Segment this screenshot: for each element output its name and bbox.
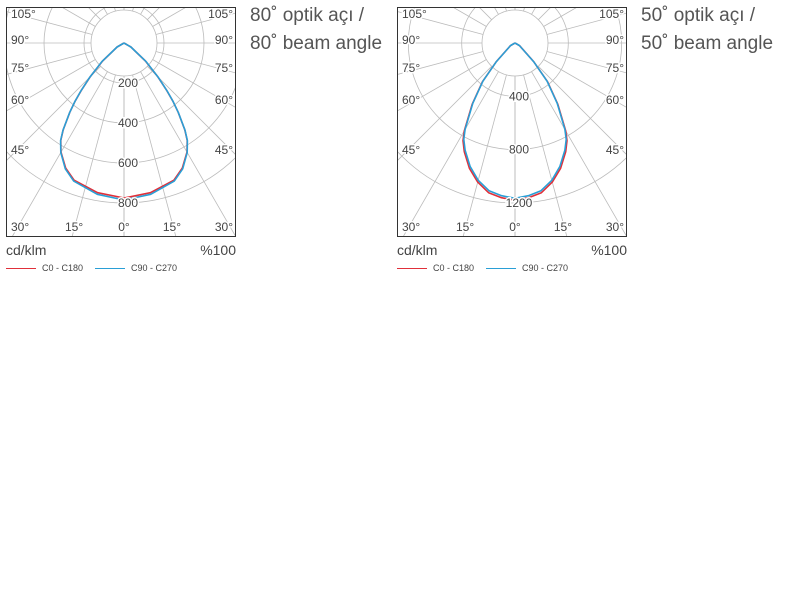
- grid-radial-line: [538, 66, 626, 155]
- polar-grid: [7, 8, 235, 236]
- grid-radial-line: [403, 71, 499, 236]
- angle-label: 75°: [606, 61, 624, 75]
- angle-label: 45°: [402, 143, 420, 157]
- grid-radial-line: [140, 71, 235, 236]
- grid-circle: [398, 151, 626, 204]
- ring-value-label: 600: [118, 156, 138, 170]
- angle-label: 60°: [11, 93, 29, 107]
- grid-radial-line: [71, 74, 116, 236]
- series-line-c90-c270: [463, 42, 567, 200]
- legend-item-c0: C0 - C180: [397, 263, 474, 273]
- grid-radial-line: [147, 66, 235, 155]
- polar-grid: [398, 8, 626, 236]
- grid-circle: [83, 8, 165, 84]
- angle-label: 60°: [606, 93, 624, 107]
- angle-label: 0°: [118, 220, 130, 234]
- angle-label: 75°: [402, 61, 420, 75]
- grid-radial-line: [398, 11, 484, 35]
- title-line-tr: 80˚ optik açı /: [250, 5, 365, 26]
- angle-label: 105°: [11, 8, 36, 21]
- angle-label: 45°: [606, 143, 624, 157]
- angle-label: 30°: [11, 220, 29, 234]
- title-line-en: 50˚ beam angle: [641, 33, 774, 54]
- title-line-en: 80˚ beam angle: [250, 33, 383, 54]
- legend-label-c0: C0 - C180: [42, 263, 84, 273]
- title-line-tr: 50˚ optik açı /: [641, 5, 756, 26]
- angle-label: 90°: [11, 33, 29, 47]
- scale-label: %100: [591, 242, 627, 258]
- unit-label: cd/klm: [6, 242, 47, 258]
- ring-value-label: 400: [118, 116, 138, 130]
- grid-radial-line: [546, 51, 626, 74]
- grid-circle: [7, 151, 235, 204]
- legend-swatch-c0: [397, 267, 427, 269]
- angle-label: 105°: [402, 8, 427, 21]
- unit-label: cd/klm: [397, 242, 438, 258]
- angle-label: 90°: [606, 33, 624, 47]
- grid-radial-line: [7, 59, 96, 112]
- ring-value-label: 800: [118, 196, 138, 210]
- grid-radial-line: [398, 59, 487, 112]
- angle-label: 15°: [554, 220, 572, 234]
- angle-label: 30°: [402, 220, 420, 234]
- beam-angle-title: 50˚ optik açı / 50˚ beam angle: [641, 2, 773, 58]
- legend-item-c90: C90 - C270: [95, 263, 177, 273]
- angle-label: 0°: [509, 220, 521, 234]
- grid-radial-line: [7, 66, 101, 161]
- photometric-panel-50: 400 800 1200 105° 90° 75° 60° 45° 30° 15° 105° 90° 7…: [391, 0, 786, 290]
- legend-swatch-c0: [6, 267, 36, 269]
- grid-radial-line: [7, 51, 93, 75]
- angle-label: 75°: [11, 61, 29, 75]
- grid-radial-line: [398, 66, 492, 161]
- grid-radial-line: [152, 59, 235, 108]
- legend: C0 - C180 C90 - C270: [6, 263, 189, 273]
- angle-label: 105°: [599, 8, 624, 21]
- polar-plot: 400 800 1200 105° 90° 75° 60° 45° 30° 15° 105° 90° 7…: [398, 8, 626, 236]
- ring-value-label: 200: [118, 76, 138, 90]
- angle-label: 105°: [208, 8, 233, 21]
- legend-swatch-c90: [95, 267, 126, 269]
- ring-value-label: 400: [509, 89, 529, 103]
- grid-radial-line: [155, 12, 235, 35]
- legend-label-c90: C90 - C270: [522, 263, 569, 273]
- legend-item-c0: C0 - C180: [6, 263, 83, 273]
- angle-label: 15°: [163, 220, 181, 234]
- legend-label-c90: C90 - C270: [131, 263, 178, 273]
- ring-value-label: 1200: [506, 196, 533, 210]
- angle-label: 75°: [215, 61, 233, 75]
- grid-radial-line: [523, 74, 568, 236]
- grid-radial-line: [7, 11, 93, 35]
- angle-label: 15°: [65, 220, 83, 234]
- legend-label-c0: C0 - C180: [433, 263, 475, 273]
- grid-radial-line: [132, 74, 177, 236]
- photometric-panel-80: 200 400 600 800 105° 90° 75° 60° 45° 30° 15° 105° 90…: [0, 0, 395, 290]
- grid-radial-line: [12, 71, 108, 236]
- grid-radial-line: [546, 12, 626, 35]
- angle-label: 15°: [456, 220, 474, 234]
- legend-swatch-c90: [486, 267, 517, 269]
- polar-plot: 200 400 600 800 105° 90° 75° 60° 45° 30° 15° 105° 90…: [7, 8, 235, 236]
- angle-label: 30°: [215, 220, 233, 234]
- grid-radial-line: [543, 59, 626, 108]
- angle-label: 90°: [215, 33, 233, 47]
- grid-radial-line: [155, 51, 235, 74]
- ring-value-label: 800: [509, 143, 529, 157]
- angle-label: 60°: [402, 93, 420, 107]
- angle-label: 60°: [215, 93, 233, 107]
- angle-label: 45°: [11, 143, 29, 157]
- polar-plot-frame: 200 400 600 800 105° 90° 75° 60° 45° 30° 15° 105° 90…: [6, 7, 236, 237]
- angle-label: 30°: [606, 220, 624, 234]
- grid-radial-line: [531, 71, 626, 236]
- angle-label: 45°: [215, 143, 233, 157]
- scale-label: %100: [200, 242, 236, 258]
- angle-label: 90°: [402, 33, 420, 47]
- grid-radial-line: [462, 74, 507, 236]
- polar-plot-frame: 400 800 1200 105° 90° 75° 60° 45° 30° 15° 105° 90° 7…: [397, 7, 627, 237]
- series-line-c90-c270: [59, 42, 189, 201]
- legend-item-c90: C90 - C270: [486, 263, 568, 273]
- legend: C0 - C180 C90 - C270: [397, 263, 580, 273]
- grid-radial-line: [398, 51, 484, 75]
- beam-angle-title: 80˚ optik açı / 80˚ beam angle: [250, 2, 382, 58]
